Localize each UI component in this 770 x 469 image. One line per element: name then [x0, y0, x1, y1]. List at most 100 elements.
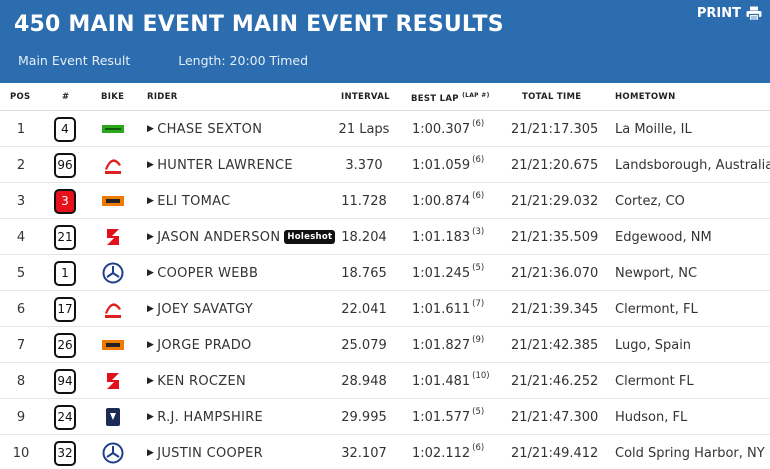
best-lap-time: 1:01.245 [412, 265, 471, 281]
number-plate: 4 [54, 116, 76, 142]
husqvarna-icon [106, 408, 120, 426]
bike-cell [98, 399, 128, 435]
rider-name: R.J. HAMPSHIRE [157, 409, 264, 425]
expand-triangle-icon[interactable]: ▶ [147, 268, 155, 278]
expand-triangle-icon[interactable]: ▶ [147, 376, 155, 386]
best-lap-time: 1:01.577 [412, 409, 471, 425]
rider-name: ELI TOMAC [157, 193, 231, 209]
best-lap: 1:02.112 (6) [412, 435, 492, 469]
expand-triangle-icon[interactable]: ▶ [147, 196, 155, 206]
print-button[interactable]: PRINT [697, 6, 762, 21]
rider-name: CHASE SEXTON [157, 121, 263, 137]
interval: 25.079 [341, 337, 387, 353]
table-row: 7 26 ▶ JORGE PRADO 25.079 1:01.827 (9) 21/… [0, 327, 770, 363]
table-row: 3 3 ▶ ELI TOMAC 11.728 1:00.874 (6) 21/21:… [0, 183, 770, 219]
best-lap-time: 1:01.183 [412, 229, 471, 245]
rider-link[interactable]: ▶ CHASE SEXTON [147, 111, 262, 147]
rider-number: 3 [52, 183, 78, 219]
interval: 18.204 [341, 229, 387, 245]
expand-triangle-icon[interactable]: ▶ [147, 124, 155, 134]
rider-name: JASON ANDERSON [157, 229, 281, 245]
expand-triangle-icon[interactable]: ▶ [147, 412, 155, 422]
honda-icon [102, 155, 124, 175]
rider-number: 26 [52, 327, 78, 363]
rider-link[interactable]: ▶ JASON ANDERSON Holeshot [147, 219, 336, 255]
number-plate: 21 [54, 224, 76, 250]
best-lap-time: 1:01.611 [412, 301, 471, 317]
col-total-time: TOTAL TIME [522, 92, 582, 102]
total-time: 21/21:36.070 [511, 265, 599, 281]
interval: 28.948 [341, 373, 387, 389]
rider-link[interactable]: ▶ R.J. HAMPSHIRE [147, 399, 263, 435]
rider-link[interactable]: ▶ COOPER WEBB [147, 255, 258, 291]
rider-link[interactable]: ▶ JORGE PRADO [147, 327, 252, 363]
number-plate: 94 [54, 368, 76, 394]
rider-link[interactable]: ▶ HUNTER LAWRENCE [147, 147, 293, 183]
suzuki-icon [103, 227, 123, 247]
position: 2 [16, 157, 26, 173]
best-lap-number: (7) [472, 299, 485, 309]
interval: 11.728 [341, 193, 387, 209]
best-lap-number: (6) [472, 443, 485, 453]
position: 3 [16, 193, 26, 209]
number-plate: 17 [54, 296, 76, 322]
total-time: 21/21:35.509 [511, 229, 599, 245]
hometown: Landsborough, Australia [615, 157, 770, 173]
hometown: La Moille, IL [615, 121, 692, 137]
position: 9 [16, 409, 26, 425]
honda-icon [102, 299, 124, 319]
best-lap-number: (5) [472, 407, 485, 417]
holeshot-badge: Holeshot [284, 230, 336, 244]
rider-number: 94 [52, 363, 78, 399]
interval: 29.995 [341, 409, 387, 425]
col-best-lap: BEST LAP (LAP #) [411, 92, 490, 104]
expand-triangle-icon[interactable]: ▶ [147, 232, 155, 242]
hometown: Cold Spring Harbor, NY [615, 445, 765, 461]
col-rider: RIDER [147, 92, 178, 102]
rider-name: HUNTER LAWRENCE [157, 157, 293, 173]
suzuki-icon [103, 371, 123, 391]
rider-number: 24 [52, 399, 78, 435]
table-row: 2 96 ▶ HUNTER LAWRENCE 3.370 1:01.059 (6) … [0, 147, 770, 183]
rider-link[interactable]: ▶ KEN ROCZEN [147, 363, 246, 399]
expand-triangle-icon[interactable]: ▶ [147, 340, 155, 350]
rider-name: JORGE PRADO [157, 337, 252, 353]
number-plate: 1 [54, 260, 76, 286]
expand-triangle-icon[interactable]: ▶ [147, 304, 155, 314]
hometown: Clermont, FL [615, 301, 698, 317]
position: 10 [12, 445, 30, 461]
position: 8 [16, 373, 26, 389]
yamaha-icon [102, 442, 124, 464]
best-lap: 1:01.577 (5) [412, 399, 492, 435]
bike-cell [98, 255, 128, 291]
best-lap-number: (6) [472, 119, 485, 129]
table-row: 8 94 ▶ KEN ROCZEN 28.948 1:01.481 (10) 21/… [0, 363, 770, 399]
rider-name: JOEY SAVATGY [157, 301, 253, 317]
best-lap-number: (6) [472, 191, 485, 201]
race-length: Length: 20:00 Timed [178, 53, 309, 68]
bike-cell [98, 111, 128, 147]
bike-cell [98, 183, 128, 219]
number-plate: 24 [54, 404, 76, 430]
expand-triangle-icon[interactable]: ▶ [147, 448, 155, 458]
total-time: 21/21:20.675 [511, 157, 599, 173]
best-lap-time: 1:00.307 [412, 121, 471, 137]
table-row: 5 1 ▶ COOPER WEBB 18.765 1:01.245 (5) 21/2… [0, 255, 770, 291]
number-plate: 96 [54, 152, 76, 178]
best-lap: 1:01.183 (3) [412, 219, 492, 255]
expand-triangle-icon[interactable]: ▶ [147, 160, 155, 170]
rider-link[interactable]: ▶ ELI TOMAC [147, 183, 231, 219]
total-time: 21/21:49.412 [511, 445, 599, 461]
interval: 22.041 [341, 301, 387, 317]
number-plate: 26 [54, 332, 76, 358]
rider-link[interactable]: ▶ JOEY SAVATGY [147, 291, 253, 327]
best-lap-number: (9) [472, 335, 485, 345]
hometown: Edgewood, NM [615, 229, 712, 245]
position: 1 [16, 121, 26, 137]
total-time: 21/21:17.305 [511, 121, 599, 137]
rider-link[interactable]: ▶ JUSTIN COOPER [147, 435, 263, 469]
page-title: 450 MAIN EVENT MAIN EVENT RESULTS [14, 12, 504, 37]
hometown: Clermont FL [615, 373, 694, 389]
hometown: Lugo, Spain [615, 337, 692, 353]
total-time: 21/21:39.345 [511, 301, 599, 317]
